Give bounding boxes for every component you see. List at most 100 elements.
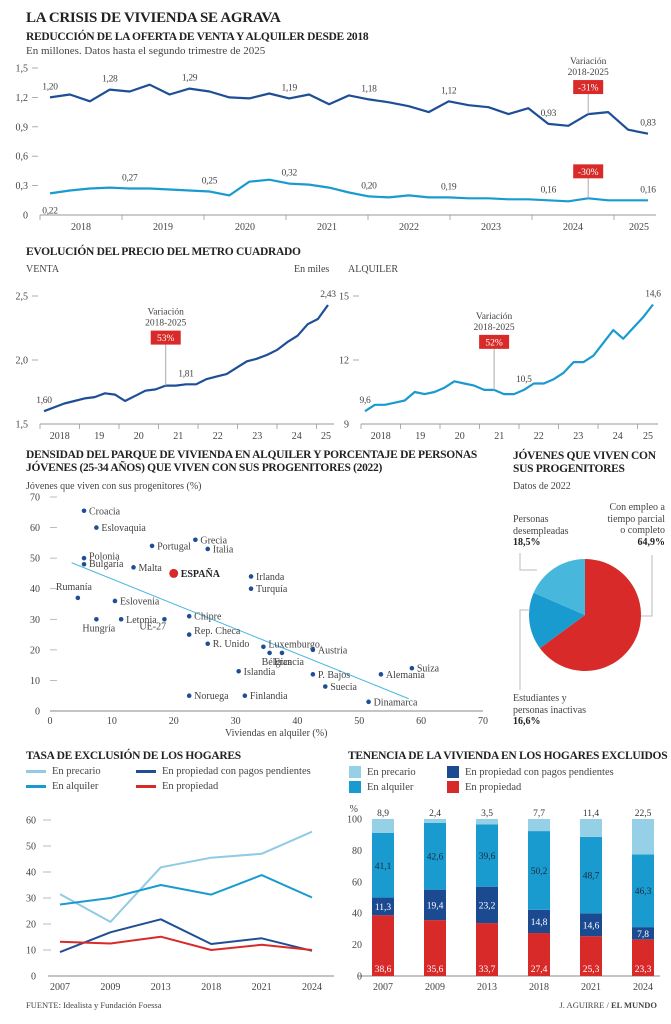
y-tick-label: 1,5 xyxy=(16,64,29,75)
point-label: Eslovaquia xyxy=(101,523,146,534)
y-tick-label: 60 xyxy=(26,816,36,827)
point-label: Suecia xyxy=(330,682,357,693)
series-line xyxy=(59,830,313,923)
bar-label: 11,3 xyxy=(375,903,392,913)
x-tick-label: 2013 xyxy=(151,982,171,993)
legend-swatch xyxy=(136,785,156,788)
bar-label: 50,2 xyxy=(531,867,548,877)
pie-value: 64,9% xyxy=(637,536,666,548)
data-label: 1,60 xyxy=(36,396,52,406)
bar-segment xyxy=(476,824,498,887)
scatter-point xyxy=(205,546,211,552)
y-unit-label: % xyxy=(350,804,358,815)
y-tick-label: 30 xyxy=(30,615,40,626)
data-label: 0,25 xyxy=(202,176,218,186)
x-tick-label: 2009 xyxy=(100,982,120,993)
credit-outlet: EL MUNDO xyxy=(610,1000,657,1010)
bar-label: 11,4 xyxy=(583,809,600,819)
scatter-point xyxy=(94,616,99,622)
annotation-value: -31% xyxy=(578,84,599,94)
legend-item: En propiedad con pagos pendientes xyxy=(447,766,614,778)
scatter-point xyxy=(81,561,87,567)
data-label: 14,6 xyxy=(645,290,661,300)
pie-value: 16,6% xyxy=(513,716,541,727)
scatter-point xyxy=(186,693,192,699)
x-tick-label: 25 xyxy=(321,431,331,442)
bar-segment xyxy=(372,897,394,916)
data-label: 1,20 xyxy=(42,82,58,92)
densidad-title-1: DENSIDAD DEL PARQUE DE VIVIENDA EN ALQUI… xyxy=(26,449,477,461)
bar-segment xyxy=(632,927,654,940)
oferta-title: REDUCCIÓN DE LA OFERTA DE VENTA Y ALQUIL… xyxy=(26,31,369,43)
x-tick-label: 50 xyxy=(354,716,364,727)
data-label: 0,27 xyxy=(122,174,138,184)
point-label: Hungría xyxy=(82,623,115,634)
pie-label-line: o completo xyxy=(620,525,665,536)
bar-segment xyxy=(476,819,498,825)
data-label: 0,16 xyxy=(541,185,557,195)
data-label: 1,29 xyxy=(182,74,198,84)
x-tick-label: 10 xyxy=(107,716,117,727)
scatter-point xyxy=(186,613,192,619)
point-label: R. Unido xyxy=(213,639,250,650)
bar-label: 7,8 xyxy=(637,930,649,940)
x-tick-label: 2007 xyxy=(373,982,393,993)
point-label: Alemania xyxy=(386,670,425,681)
bar-label: 19,4 xyxy=(427,901,444,911)
scatter-point xyxy=(236,668,241,674)
bar-label: 23,3 xyxy=(635,965,652,975)
point-label: Rumanía xyxy=(56,582,93,593)
x-tick-label: 2023 xyxy=(481,222,501,233)
annotation-badge xyxy=(573,80,604,95)
x-tick-label: 40 xyxy=(292,716,302,727)
series-line xyxy=(59,874,313,906)
x-tick-label: 21 xyxy=(494,431,504,442)
bar-segment xyxy=(632,854,654,928)
bar-segment xyxy=(476,923,498,976)
trend-line xyxy=(71,562,409,700)
x-tick-label: 24 xyxy=(292,431,302,442)
data-label: 0,20 xyxy=(361,181,377,191)
pie-slice xyxy=(539,559,642,671)
data-label: 9,6 xyxy=(360,396,372,406)
scatter-point xyxy=(169,568,179,578)
data-label: 2,43 xyxy=(320,290,336,300)
scatter-point xyxy=(310,672,316,677)
point-label: Suiza xyxy=(417,664,440,675)
y-tick-label: 50 xyxy=(26,842,36,853)
pie-label-line: Estudiantes y xyxy=(513,693,567,704)
legend-label: En precario xyxy=(52,766,101,777)
legend-item: En alquiler xyxy=(349,781,413,793)
oferta-chart: 0 0,3 0,6 0,9 1,2 1,5 2018 2019 2020 2021 2022 2023… xyxy=(16,57,657,233)
y-tick-label: 0 xyxy=(35,707,40,718)
point-label: Polonia xyxy=(89,552,120,563)
y-tick-label: 60 xyxy=(352,877,362,888)
x-tick-label: 2021 xyxy=(252,982,272,993)
point-label: Luxemburgo xyxy=(268,639,319,650)
pie-label-line: Con empleo a xyxy=(609,502,665,513)
legend-label: En precario xyxy=(367,766,416,778)
x-tick-label: 20 xyxy=(455,431,465,442)
y-tick-label: 0 xyxy=(23,211,28,222)
data-label: 0,83 xyxy=(640,119,656,129)
legend-swatch xyxy=(447,766,459,778)
data-label: 0,93 xyxy=(541,109,557,119)
point-label: Irlanda xyxy=(256,572,285,583)
data-label: 1,28 xyxy=(102,75,118,85)
bar-label: 14,6 xyxy=(583,921,600,931)
legend-item: En propiedad con pagos pendientes xyxy=(136,766,311,777)
x-tick-label: 20 xyxy=(169,716,179,727)
annotation-heading: 2018-2025 xyxy=(145,319,186,329)
bar-segment xyxy=(528,831,550,910)
y-tick-label: 2,5 xyxy=(16,292,29,303)
point-label: Noruega xyxy=(194,691,229,702)
y-tick-label: 20 xyxy=(26,920,36,931)
bar-segment xyxy=(632,819,654,855)
legend-label: En propiedad con pagos pendientes xyxy=(465,766,614,778)
bar-label: 35,6 xyxy=(427,965,444,975)
y-tick-label: 1,2 xyxy=(16,93,29,104)
x-tick-label: 2024 xyxy=(563,222,583,233)
data-label: 1,18 xyxy=(361,84,377,94)
pie-leader xyxy=(641,555,653,617)
point-label: Islandia xyxy=(244,667,276,678)
